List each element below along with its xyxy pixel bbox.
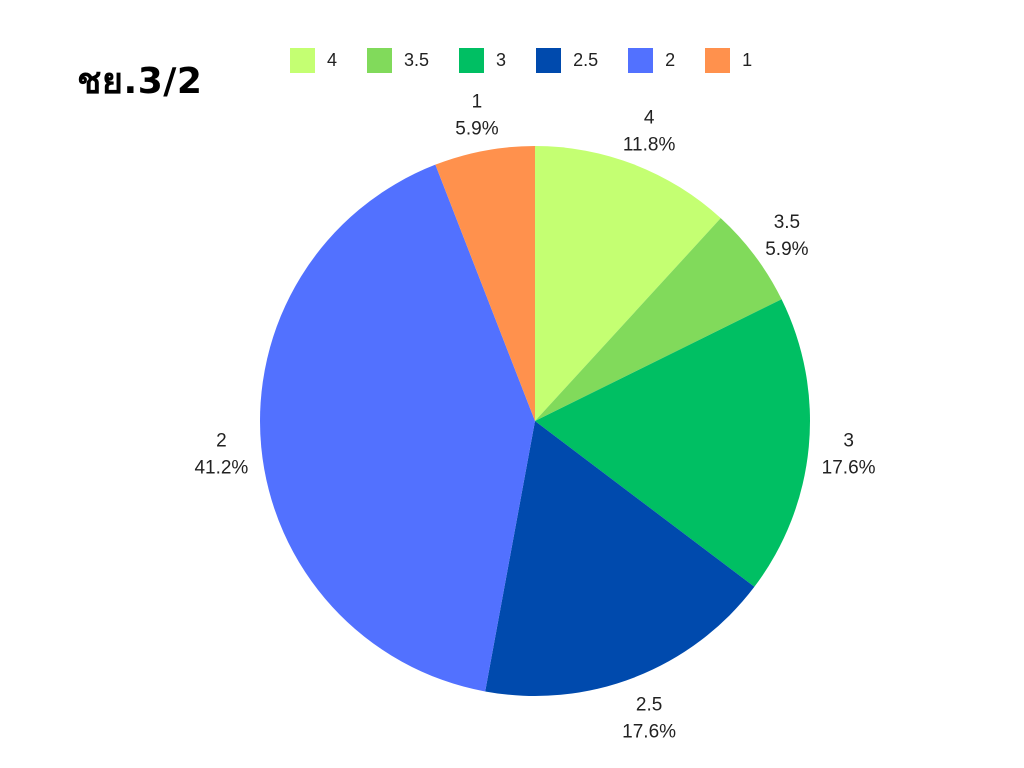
legend-swatch bbox=[459, 48, 485, 73]
pie-slice-3-5 bbox=[535, 218, 782, 421]
slice-category-label: 1 bbox=[472, 91, 483, 112]
slice-percent-label: 5.9% bbox=[455, 118, 498, 139]
slice-data-label: 2 41.2% bbox=[194, 431, 248, 479]
slice-data-label: 3.5 5.9% bbox=[765, 212, 808, 260]
slice-data-label: 2.5 17.6% bbox=[622, 695, 676, 743]
legend-item: 2.5 bbox=[536, 48, 598, 73]
slice-category-label: 2.5 bbox=[636, 695, 662, 716]
legend-item: 4 bbox=[290, 48, 337, 73]
legend-label: 4 bbox=[327, 50, 338, 70]
chart-title: ชย.3/2 bbox=[77, 61, 203, 102]
legend-swatch bbox=[628, 48, 654, 73]
legend-label: 3 bbox=[496, 50, 507, 70]
pie-slice-4 bbox=[535, 146, 721, 421]
pie-slice-2 bbox=[259, 164, 535, 692]
slice-percent-label: 17.6% bbox=[622, 722, 676, 743]
legend-label: 1 bbox=[742, 50, 753, 70]
slice-percent-label: 5.9% bbox=[765, 239, 808, 260]
slice-percent-label: 11.8% bbox=[623, 134, 676, 155]
legend-swatch bbox=[705, 48, 731, 73]
legend-item: 3 bbox=[459, 48, 506, 73]
slice-category-label: 2 bbox=[216, 431, 227, 452]
pie-slice-3 bbox=[535, 299, 811, 587]
chart-legend: 4 3.5 3 2.5 2 1 bbox=[290, 48, 752, 73]
legend-item: 3.5 bbox=[367, 48, 429, 73]
slice-data-label: 3 17.6% bbox=[822, 431, 876, 479]
slice-category-label: 4 bbox=[644, 107, 655, 128]
pie-slices bbox=[259, 146, 811, 697]
legend-swatch bbox=[536, 48, 562, 73]
pie-slice-1 bbox=[435, 146, 535, 421]
slice-data-label: 4 11.8% bbox=[623, 107, 676, 155]
slice-percent-label: 41.2% bbox=[194, 458, 248, 479]
legend-item: 1 bbox=[705, 48, 752, 73]
slice-category-label: 3.5 bbox=[774, 212, 800, 233]
legend-label: 2.5 bbox=[573, 50, 599, 70]
legend-item: 2 bbox=[628, 48, 675, 73]
legend-swatch bbox=[290, 48, 315, 73]
legend-label: 2 bbox=[665, 50, 676, 70]
slice-percent-label: 17.6% bbox=[822, 458, 876, 479]
legend-swatch bbox=[367, 48, 393, 73]
pie-slice-2-5 bbox=[485, 421, 755, 697]
legend-label: 3.5 bbox=[404, 50, 430, 70]
slice-data-label: 1 5.9% bbox=[455, 91, 498, 139]
pie-labels: 4 11.8% 3.5 5.9% 3 17.6% 2.5 17.6% 2 41.2% 1 5.9% bbox=[194, 91, 875, 742]
slice-category-label: 3 bbox=[843, 431, 854, 452]
